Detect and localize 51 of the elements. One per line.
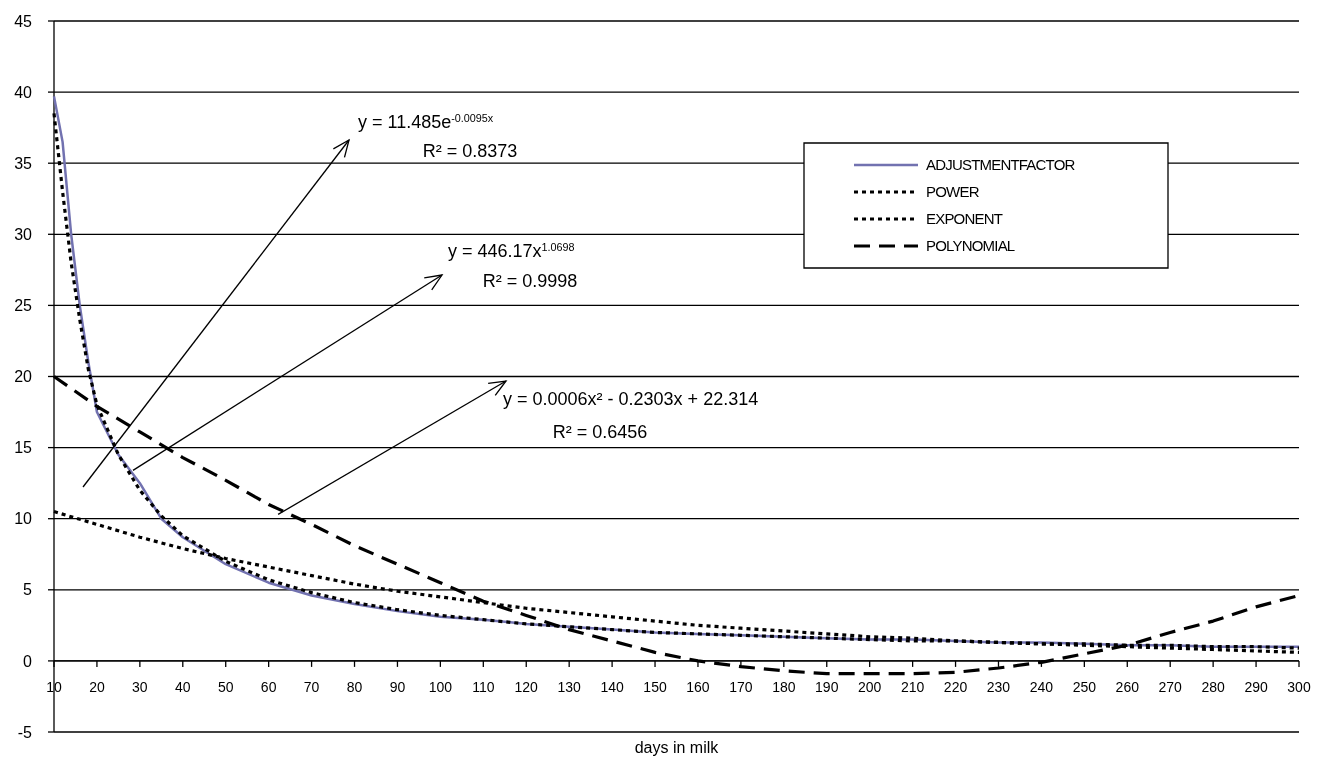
y-tick-label: 25	[14, 297, 33, 314]
x-tick-label: 210	[900, 678, 925, 695]
legend-label: POLYNOMIAL	[926, 237, 1015, 255]
y-tick-label: 40	[14, 83, 33, 101]
x-tick-label: 120	[514, 678, 539, 695]
y-tick-label: 45	[14, 12, 33, 30]
y-tick-label: 5	[23, 581, 33, 599]
x-tick-label: 100	[428, 678, 453, 695]
legend-label: EXPONENT	[926, 210, 1003, 228]
x-tick-label: 20	[89, 678, 105, 695]
x-tick-label: 260	[1115, 678, 1140, 695]
annotation: R² = 0.9998	[482, 271, 578, 291]
y-tick-label: 30	[14, 225, 33, 243]
x-tick-label: 280	[1201, 678, 1226, 695]
x-tick-label: 50	[217, 678, 234, 695]
y-tick-label: -5	[17, 723, 33, 741]
legend-label: ADJUSTMENTFACTOR	[926, 156, 1076, 174]
x-tick-label: 140	[600, 678, 624, 695]
y-tick-label: 20	[14, 368, 33, 386]
y-tick-label: 10	[14, 510, 33, 528]
y-tick-label: 35	[14, 154, 33, 172]
x-tick-label: 80	[346, 678, 363, 695]
x-tick-label: 180	[772, 678, 796, 695]
x-tick-label: 290	[1244, 678, 1268, 695]
x-tick-label: 130	[557, 678, 582, 695]
annotation: R² = 0.8373	[422, 141, 518, 161]
x-tick-label: 240	[1029, 678, 1054, 695]
x-tick-label: 170	[729, 678, 753, 695]
annotation: y = 446.17x$^{1.0698}$	[448, 241, 575, 261]
x-tick-label: 300	[1287, 678, 1311, 695]
legend-label: POWER	[926, 183, 980, 201]
x-axis-title: days in milk	[634, 739, 720, 756]
annotation: R² = 0.6456	[552, 422, 648, 442]
x-tick-label: 30	[132, 678, 148, 695]
x-tick-label: 90	[389, 678, 406, 695]
x-tick-label: 220	[943, 678, 968, 695]
y-tick-label: 0	[23, 652, 33, 670]
x-tick-label: 40	[175, 678, 191, 695]
x-tick-label: 60	[260, 678, 277, 695]
x-tick-label: 270	[1158, 678, 1183, 695]
y-tick-label: 15	[14, 439, 33, 457]
x-tick-label: 150	[643, 678, 667, 695]
x-tick-label: 230	[986, 678, 1011, 695]
x-tick-label: 200	[858, 678, 882, 695]
x-tick-label: 70	[303, 678, 320, 695]
annotation: y = 11.485e$^{-0.0095x}$	[358, 112, 494, 132]
x-tick-label: 190	[815, 678, 839, 695]
x-tick-label: 250	[1072, 678, 1097, 695]
annotation: y = 0.0006x² - 0.2303x + 22.314	[503, 389, 759, 409]
x-tick-label: 160	[686, 678, 710, 695]
x-tick-label: 110	[472, 678, 495, 695]
